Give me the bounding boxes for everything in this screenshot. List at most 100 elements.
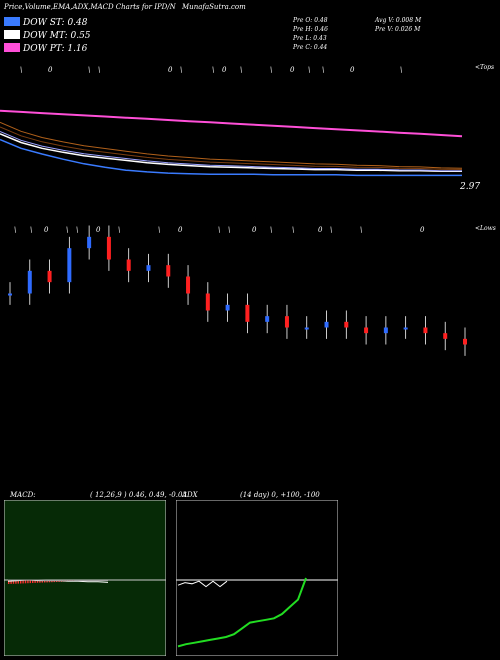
ema-line-dow-st xyxy=(0,138,462,177)
low-mark: \ xyxy=(292,226,294,234)
prev-open: Pre O: 0.48 xyxy=(293,17,328,24)
ema-aux-line-2 xyxy=(0,131,462,172)
macd-lines xyxy=(4,579,166,584)
top-mark: \ xyxy=(308,66,310,74)
chart-title: Price,Volume,EMA,ADX,MACD Charts for IPD… xyxy=(4,3,246,11)
macd-hist-bar xyxy=(27,580,29,584)
macd-hist-bar xyxy=(34,580,36,583)
low-mark: \ xyxy=(330,226,332,234)
top-mark: \ xyxy=(20,66,22,74)
macd-hist-bar xyxy=(24,580,27,584)
candle-body xyxy=(87,236,92,249)
low-mark: 0 xyxy=(44,226,49,234)
low-mark: \ xyxy=(228,226,230,234)
ema-lines xyxy=(0,109,463,177)
low-mark: 0 xyxy=(318,226,323,234)
macd-hist-bar xyxy=(51,580,53,583)
legend-swatch-mt xyxy=(4,30,20,39)
low-mark: \ xyxy=(118,226,120,234)
candle-body xyxy=(166,265,171,277)
candle-body xyxy=(443,333,448,339)
top-mark: \ xyxy=(98,66,100,74)
top-mark: 0 xyxy=(290,66,295,74)
adx-line xyxy=(177,577,307,648)
legend-label-mt: DOW MT: 0.55 xyxy=(23,31,91,41)
adx-chart xyxy=(176,500,338,656)
lows-label: <Lows xyxy=(475,225,496,232)
low-mark: 0 xyxy=(420,226,425,234)
legend-swatch-st xyxy=(4,17,20,26)
macd-hist-bar xyxy=(15,580,17,584)
ema-line-dow-pt xyxy=(0,109,463,138)
legend-dow-st: DOW ST: 0.48 xyxy=(4,17,88,29)
adx-title: ADX xyxy=(182,491,198,499)
top-mark: \ xyxy=(180,66,182,74)
chart-title-text: Price,Volume,EMA,ADX,MACD Charts for IPD… xyxy=(4,3,176,11)
top-mark: 0 xyxy=(222,66,227,74)
candle-body xyxy=(463,338,467,345)
candle-body xyxy=(304,327,309,330)
avg-volume: Avg V: 0.008 M xyxy=(375,17,422,24)
candle-body xyxy=(265,316,270,322)
tops-marks: \ 0 \ \ 0 \ \ 0 \ \ 0 \ \ 0 \ xyxy=(20,66,402,74)
candle-body xyxy=(284,316,289,328)
candle-body xyxy=(423,327,428,334)
candle-body xyxy=(383,327,388,334)
macd-chart xyxy=(4,500,166,656)
low-mark: \ xyxy=(218,226,220,234)
legend-label-pt: DOW PT: 1.16 xyxy=(23,44,88,54)
legend-dow-mt: DOW MT: 0.55 xyxy=(4,30,91,42)
macd-title: MACD: xyxy=(10,491,36,499)
ema-aux-line-0 xyxy=(0,121,463,169)
top-mark: \ xyxy=(88,66,90,74)
low-mark: \ xyxy=(270,226,272,234)
candle-body xyxy=(403,327,408,330)
ema-line-dow-mt xyxy=(0,133,462,173)
candle-chart: \ \ 0 \ \ 0 \ \ 0 \ \ 0 \ \ 0 \ \ 0 xyxy=(8,225,467,356)
ema-aux-line-1 xyxy=(0,126,463,170)
macd-hist-bar xyxy=(8,580,10,584)
top-mark: 0 xyxy=(350,66,355,74)
candles xyxy=(8,225,467,356)
low-mark: \ xyxy=(158,226,160,234)
low-mark: \ xyxy=(76,226,78,234)
prev-low: Pre L: 0.43 xyxy=(293,35,327,42)
low-mark: \ xyxy=(66,226,68,234)
price-last-label: 2.97 xyxy=(460,182,481,192)
candle-body xyxy=(324,321,329,328)
top-mark: 0 xyxy=(48,66,53,74)
macd-line-signal xyxy=(8,579,108,582)
prev-high: Pre H: 0.46 xyxy=(293,26,328,33)
low-mark: 0 xyxy=(178,226,183,234)
macd-hist-bar xyxy=(29,580,31,584)
macd-hist-bar xyxy=(22,580,24,584)
site-name: MunafaSutra.com xyxy=(182,3,246,11)
di-line xyxy=(177,580,228,588)
macd-panel-bg xyxy=(4,500,166,656)
candle-body xyxy=(67,248,72,283)
top-mark: 0 xyxy=(168,66,173,74)
ema-chart: \ 0 \ \ 0 \ \ 0 \ \ 0 \ \ 0 \ xyxy=(0,66,463,177)
top-mark: \ xyxy=(212,66,214,74)
top-mark: \ xyxy=(270,66,272,74)
macd-hist-bar xyxy=(17,580,19,584)
top-mark: \ xyxy=(400,66,402,74)
adx-panel-bg xyxy=(176,500,338,656)
prev-volume: Pre V: 0.026 M xyxy=(375,26,421,33)
lows-marks: \ \ 0 \ \ 0 \ \ 0 \ \ 0 \ \ 0 \ \ 0 xyxy=(14,226,425,234)
candle-body xyxy=(47,270,52,283)
candle-body xyxy=(364,327,369,334)
macd-hist-bar xyxy=(36,580,39,583)
macd-hist-bar xyxy=(39,580,41,583)
candle-body xyxy=(146,265,151,271)
low-mark: 0 xyxy=(252,226,257,234)
candle-body xyxy=(27,270,32,294)
top-mark: \ xyxy=(322,66,324,74)
macd-hist-bar xyxy=(41,580,43,583)
low-mark: \ xyxy=(360,226,362,234)
legend-swatch-pt xyxy=(4,43,20,52)
low-mark: \ xyxy=(30,226,32,234)
tops-label: <Tops xyxy=(475,64,495,71)
candle-body xyxy=(344,321,349,328)
candle-body xyxy=(225,304,230,311)
